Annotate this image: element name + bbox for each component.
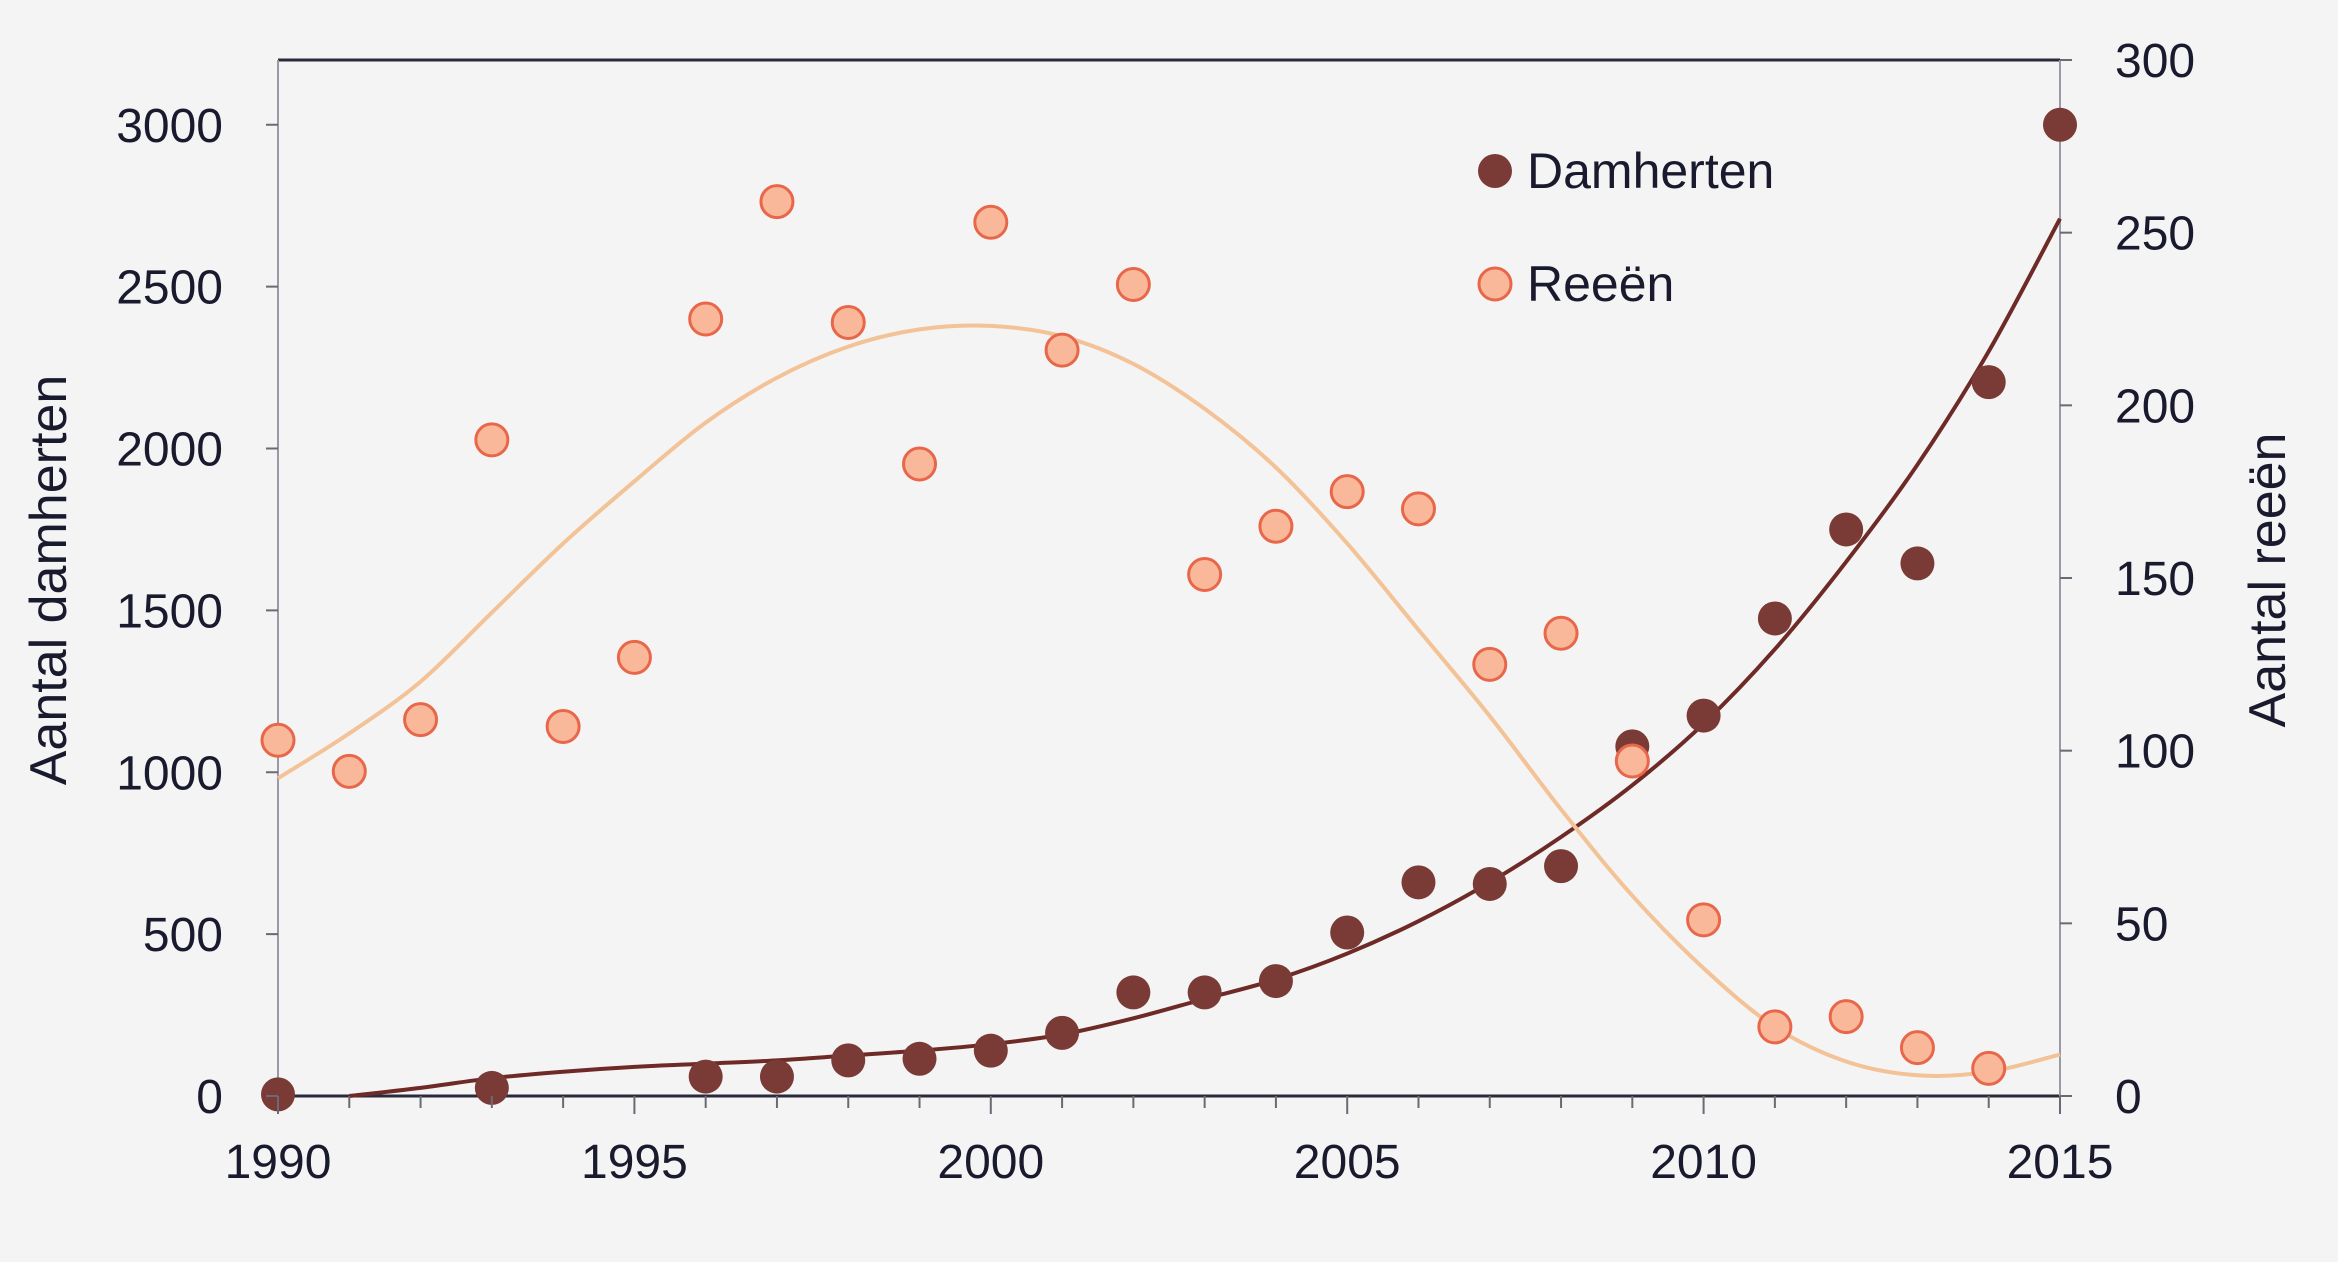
point-reeen	[1329, 474, 1365, 510]
point-damherten	[831, 1043, 866, 1078]
x-tick-label: 1995	[581, 1136, 688, 1189]
x-tick-label: 2005	[1294, 1136, 1401, 1189]
right-tick-label: 300	[2115, 35, 2195, 88]
right-axis-title: Aantal reeën	[2239, 433, 2297, 728]
point-reeen	[1400, 491, 1436, 527]
point-damherten	[2043, 107, 2077, 142]
left-tick-label: 3000	[116, 100, 223, 153]
left-tick-label: 2000	[116, 424, 223, 477]
point-damherten	[1544, 849, 1579, 884]
point-reeen	[902, 446, 938, 482]
axis-ticks: 1990 1995 2000 2005 2010 20150500100015002000…	[116, 35, 2195, 1189]
point-reeen	[973, 204, 1009, 240]
point-damherten	[474, 1070, 509, 1105]
right-tick-label: 100	[2115, 726, 2195, 779]
plot-frame	[277, 58, 2061, 1098]
legend-marker-damherten	[1478, 154, 1512, 188]
point-damherten	[261, 1077, 295, 1112]
point-reeen	[1258, 508, 1294, 544]
point-damherten	[1401, 865, 1436, 900]
point-reeen	[688, 301, 724, 337]
point-damherten	[902, 1041, 937, 1076]
trend-line-damherten	[349, 217, 2062, 1098]
data-points	[260, 107, 2077, 1112]
point-damherten	[973, 1033, 1008, 1068]
point-damherten	[759, 1059, 794, 1094]
point-damherten	[1829, 512, 1864, 547]
point-reeen	[403, 702, 439, 738]
point-reeen	[1828, 999, 1864, 1035]
point-damherten	[1187, 975, 1222, 1010]
right-tick-label: 150	[2115, 553, 2195, 606]
point-reeen	[1115, 266, 1151, 302]
left-tick-label: 2500	[116, 262, 223, 315]
point-damherten	[1971, 365, 2006, 400]
point-reeen	[331, 753, 367, 789]
x-tick-label: 2000	[937, 1136, 1044, 1189]
point-reeen	[1543, 615, 1579, 651]
point-reeen	[1187, 557, 1223, 593]
point-reeen	[260, 722, 296, 758]
point-damherten	[1472, 866, 1507, 901]
x-tick-label: 2010	[1650, 1136, 1757, 1189]
point-reeen	[545, 708, 581, 744]
point-damherten	[1330, 915, 1365, 950]
point-damherten	[1116, 975, 1151, 1010]
point-damherten	[1045, 1015, 1080, 1050]
point-reeen	[830, 304, 866, 340]
trend-lines	[276, 217, 2062, 1098]
point-damherten	[1258, 964, 1293, 999]
point-damherten	[1900, 546, 1935, 581]
point-reeen	[1971, 1050, 2007, 1086]
point-damherten	[688, 1059, 723, 1094]
point-damherten	[1686, 698, 1721, 733]
point-reeen	[1614, 743, 1650, 779]
left-axis-title: Aantal damherten	[20, 375, 78, 786]
point-reeen	[474, 422, 510, 458]
right-tick-label: 0	[2115, 1071, 2142, 1124]
point-damherten	[1757, 601, 1792, 636]
legend-label-reeen: Reeën	[1527, 256, 1674, 312]
x-tick-label: 2015	[2007, 1136, 2114, 1189]
point-reeen	[759, 184, 795, 220]
left-tick-label: 0	[196, 1071, 223, 1124]
right-tick-label: 250	[2115, 208, 2195, 261]
x-tick-label: 1990	[225, 1136, 332, 1189]
trend-line-reeen	[276, 323, 2061, 1078]
left-tick-label: 1000	[116, 747, 223, 800]
point-reeen	[616, 639, 652, 675]
legend-label-damherten: Damherten	[1527, 143, 1774, 199]
point-reeen	[1472, 646, 1508, 682]
legend-marker-reeen	[1477, 266, 1513, 302]
point-reeen	[1686, 902, 1722, 938]
legend: Damherten Reeën	[1477, 143, 1774, 312]
point-reeen	[1899, 1030, 1935, 1066]
right-tick-label: 50	[2115, 898, 2168, 951]
left-tick-label: 500	[143, 909, 223, 962]
left-tick-label: 1500	[116, 585, 223, 638]
point-reeen	[1044, 332, 1080, 368]
right-tick-label: 200	[2115, 380, 2195, 433]
point-reeen	[1757, 1009, 1793, 1045]
